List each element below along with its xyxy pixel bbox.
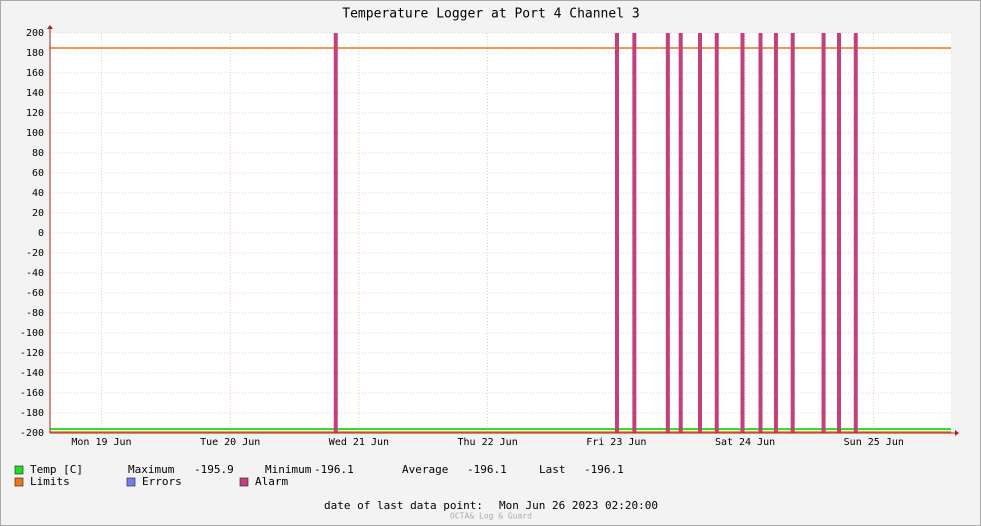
alarm-bar: [614, 33, 619, 433]
alarm-bar: [678, 33, 683, 433]
stat-value: -195.9: [194, 463, 234, 476]
legend-label: Limits: [30, 475, 70, 488]
stat-label: Last: [539, 463, 566, 476]
y-tick-label: -40: [26, 268, 44, 279]
y-tick-label: -180: [20, 408, 44, 419]
legend-swatch: [14, 477, 24, 487]
y-tick-label: -80: [26, 308, 44, 319]
legend-swatch: [239, 477, 249, 487]
x-tick-label: Tue 20 Jun: [200, 437, 260, 448]
y-tick-label: 80: [32, 148, 44, 159]
y-tick-label: -120: [20, 348, 44, 359]
alarm-bar: [698, 33, 703, 433]
alarm-bar: [758, 33, 763, 433]
x-axis-arrow: [955, 430, 959, 436]
x-tick-label: Thu 22 Jun: [458, 437, 518, 448]
y-tick-label: 0: [38, 228, 44, 239]
alarm-bar: [790, 33, 795, 433]
watermark: OCTA& Log & Guard: [450, 512, 532, 521]
legend-label: Alarm: [255, 475, 288, 488]
y-tick-label: 180: [26, 48, 44, 59]
x-tick-label: Fri 23 Jun: [586, 437, 646, 448]
y-tick-label: 140: [26, 88, 44, 99]
y-tick-label: 100: [26, 128, 44, 139]
x-tick-label: Mon 19 Jun: [71, 437, 131, 448]
y-tick-label: 40: [32, 188, 44, 199]
y-tick-label: -160: [20, 388, 44, 399]
y-tick-label: -140: [20, 368, 44, 379]
x-tick-label: Sun 25 Jun: [844, 437, 904, 448]
y-tick-label: 60: [32, 168, 44, 179]
legend-label: Temp [C]: [30, 463, 83, 476]
x-tick-label: Sat 24 Jun: [715, 437, 775, 448]
stat-label: Average: [402, 463, 448, 476]
stat-label: Maximum: [128, 463, 175, 476]
chart-title: Temperature Logger at Port 4 Channel 3: [342, 7, 639, 22]
y-tick-label: 120: [26, 108, 44, 119]
legend-swatch: [14, 465, 24, 475]
legend-label: Errors: [142, 475, 182, 488]
stat-label: Minimum: [265, 463, 312, 476]
stat-value: -196.1: [467, 463, 507, 476]
stat-value: -196.1: [314, 463, 354, 476]
y-tick-label: 200: [26, 28, 44, 39]
alarm-bar: [714, 33, 719, 433]
alarm-bar: [837, 33, 842, 433]
alarm-bar: [665, 33, 670, 433]
alarm-bar: [853, 33, 858, 433]
footer-label: date of last data point:: [324, 499, 483, 512]
y-tick-label: -100: [20, 328, 44, 339]
alarm-bar: [740, 33, 745, 433]
alarm-bar: [773, 33, 778, 433]
alarm-bar: [333, 33, 338, 433]
legend-swatch: [126, 477, 136, 487]
stat-value: -196.1: [584, 463, 624, 476]
y-tick-label: 20: [32, 208, 44, 219]
y-tick-label: 160: [26, 68, 44, 79]
alarm-bar: [632, 33, 637, 433]
y-axis-arrow: [47, 25, 53, 29]
y-tick-label: -60: [26, 288, 44, 299]
x-tick-label: Wed 21 Jun: [329, 437, 389, 448]
alarm-bar: [821, 33, 826, 433]
y-tick-label: -20: [26, 248, 44, 259]
footer-date: Mon Jun 26 2023 02:20:00: [499, 499, 658, 512]
y-tick-label: -200: [20, 428, 44, 439]
